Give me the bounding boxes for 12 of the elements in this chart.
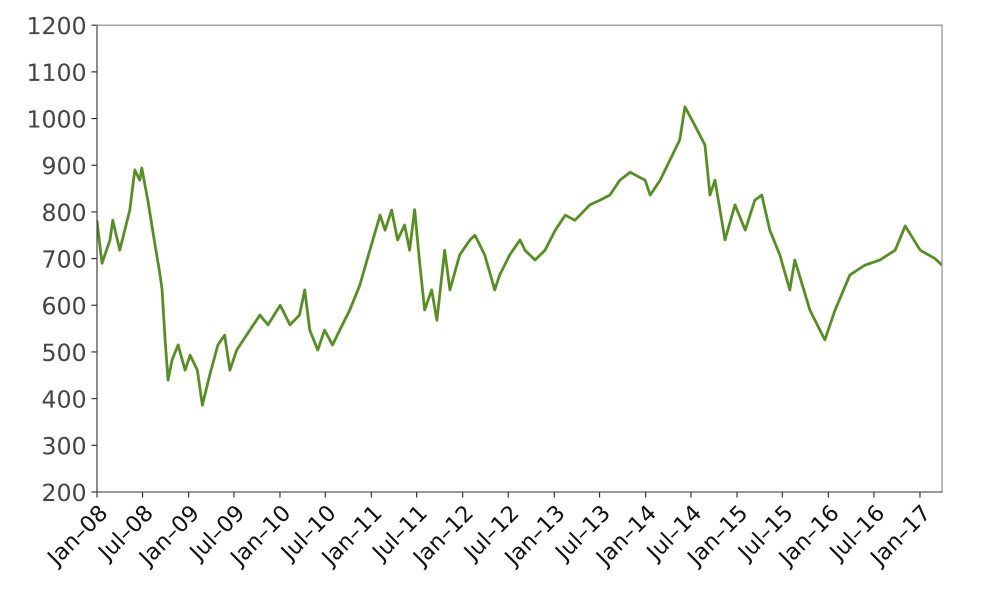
y-tick-label: 600 bbox=[43, 296, 86, 315]
y-tick-label: 1000 bbox=[29, 110, 86, 128]
y-tick-label: 1200 bbox=[29, 16, 86, 35]
y-tick-label: 400 bbox=[42, 390, 86, 408]
y-tick-label: 1100 bbox=[29, 63, 86, 82]
y-tick-label: 900 bbox=[43, 156, 86, 175]
y-tick-label: 800 bbox=[43, 203, 86, 222]
y-tick-label: 700 bbox=[43, 250, 86, 268]
line-series bbox=[97, 106, 942, 407]
y-tick-label: 500 bbox=[43, 343, 86, 362]
y-tick-label: 300 bbox=[43, 436, 86, 455]
y-tick-label: 200 bbox=[43, 483, 86, 502]
